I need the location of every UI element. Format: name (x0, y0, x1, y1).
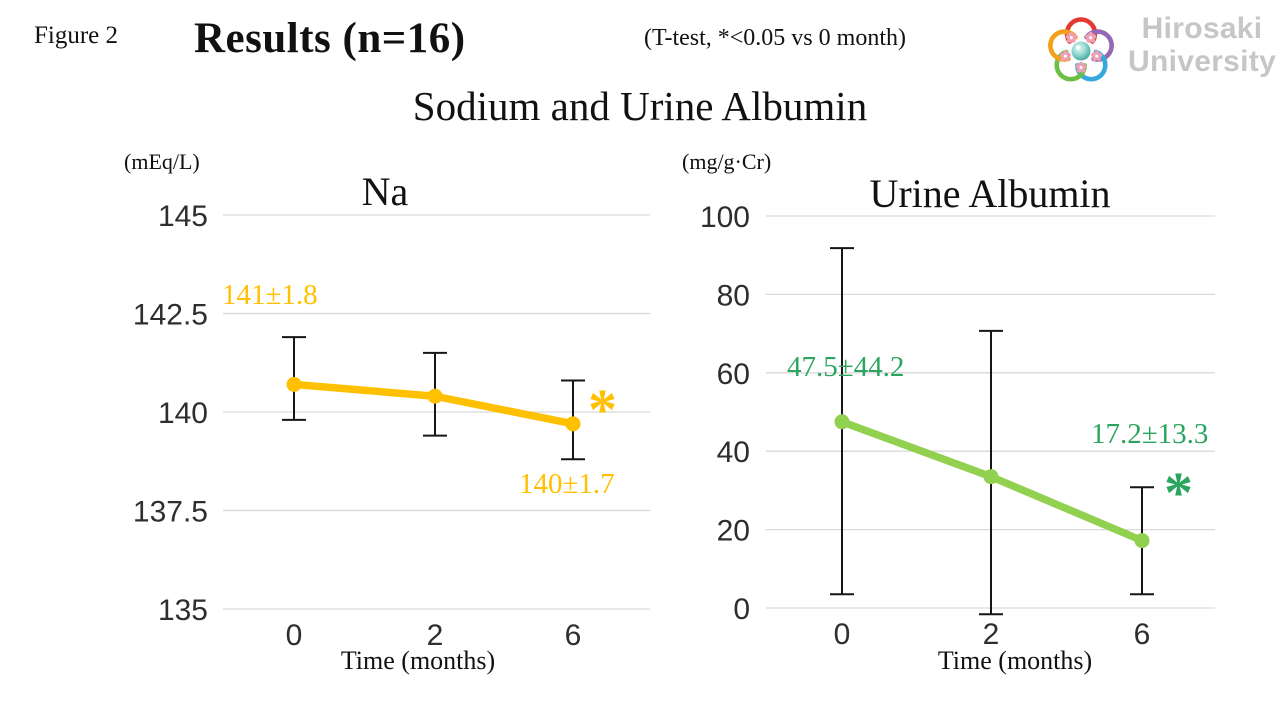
figure-label: Figure 2 (34, 22, 119, 49)
data-point (983, 469, 999, 485)
x-tick-label: 0 (286, 619, 303, 652)
data-point (834, 414, 850, 430)
urine-albumin-last-point-annotation: 17.2±13.3 (1091, 418, 1209, 450)
urine-albumin-chart-title: Urine Albumin (869, 171, 1111, 216)
y-tick-label: 142.5 (133, 299, 208, 332)
na-gridlines: 145 142.5 140 137.5 135 (133, 200, 650, 627)
na-x-axis-title: Time (months) (340, 646, 496, 675)
x-tick-label: 2 (983, 618, 1000, 651)
y-tick-label: 60 (717, 358, 750, 391)
data-point (286, 376, 302, 392)
x-tick-label: 6 (1134, 618, 1151, 651)
x-tick-label: 6 (565, 619, 582, 652)
urine-albumin-significance-asterisk: * (1164, 460, 1193, 525)
urine-albumin-x-axis-title: Time (months) (937, 646, 1093, 675)
na-chart: 145 142.5 140 137.5 135 0 2 6 (133, 200, 650, 652)
y-tick-label: 40 (717, 436, 750, 469)
urine-albumin-unit-label: (mg/g·Cr) (682, 149, 772, 174)
y-tick-label: 20 (717, 515, 750, 548)
logo-line2: University (1128, 45, 1277, 78)
x-tick-label: 2 (427, 619, 444, 652)
x-tick-label: 0 (834, 618, 851, 651)
na-chart-title: Na (361, 169, 409, 214)
hirosaki-flower-icon (1048, 17, 1114, 82)
na-last-point-annotation: 140±1.7 (519, 468, 615, 500)
y-tick-label: 145 (158, 200, 208, 233)
urine-albumin-first-point-annotation: 47.5±44.2 (787, 351, 905, 383)
na-significance-asterisk: * (588, 377, 617, 442)
cherry-blossom-icon (1091, 50, 1103, 62)
urine-albumin-gridlines: 100 80 60 40 20 0 (700, 201, 1215, 626)
y-tick-label: 80 (717, 279, 750, 312)
y-tick-label: 100 (700, 201, 750, 234)
y-tick-label: 0 (733, 593, 750, 626)
y-tick-label: 137.5 (133, 496, 208, 529)
results-title: Results (n=16) (194, 15, 466, 62)
data-point (427, 388, 443, 404)
y-tick-label: 140 (158, 397, 208, 430)
page-title: Sodium and Urine Albumin (412, 83, 868, 129)
logo-line1: Hirosaki (1141, 12, 1263, 45)
cherry-blossom-icon (1075, 61, 1087, 73)
core-highlight (1075, 45, 1081, 50)
urine-albumin-chart: 100 80 60 40 20 0 0 2 6 (700, 201, 1215, 651)
logo-text: Hirosaki University (1128, 12, 1276, 78)
cherry-blossom-icon (1059, 50, 1071, 62)
petal-arc (1048, 29, 1078, 62)
cherry-blossom-icon (1085, 31, 1097, 43)
cherry-blossom-icon (1065, 31, 1077, 43)
y-tick-label: 135 (158, 594, 208, 627)
data-point (565, 416, 581, 432)
data-point (1134, 533, 1150, 549)
na-first-point-annotation: 141±1.8 (222, 279, 318, 311)
stat-note: (T-test, *<0.05 vs 0 month) (644, 25, 906, 51)
na-unit-label: (mEq/L) (124, 149, 200, 174)
university-logo: Hirosaki University (1036, 4, 1276, 96)
